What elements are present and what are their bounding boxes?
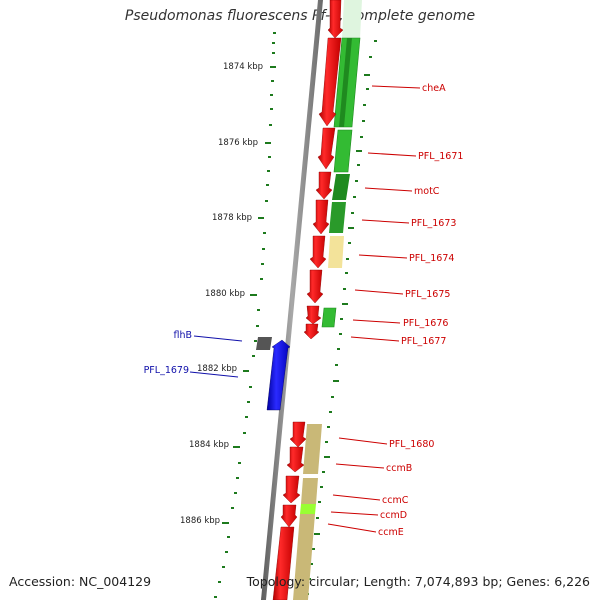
cds-arrow xyxy=(327,0,344,39)
cog-feature xyxy=(301,478,318,504)
scale-label-1886: 1886 kbp xyxy=(180,516,220,526)
gene-label-pfl1680: PFL_1680 xyxy=(389,439,434,450)
genome-summary-text: Topology: circular; Length: 7,074,893 bp… xyxy=(246,574,590,589)
scale-labels: 1874 kbp 1876 kbp 1878 kbp 1880 kbp 1882… xyxy=(180,62,263,526)
gene-labels-right: cheA PFL_1671 motC PFL_1673 PFL_1674 PFL… xyxy=(378,83,463,538)
cds-arrow xyxy=(305,305,322,325)
scale-label-1874: 1874 kbp xyxy=(223,62,263,72)
gene-label-pfl1674: PFL_1674 xyxy=(409,253,454,264)
gene-label-pfl1677: PFL_1677 xyxy=(401,336,446,347)
cds-arrow xyxy=(286,446,305,473)
scale-label-1876: 1876 kbp xyxy=(218,138,258,148)
cog-feature xyxy=(332,174,350,200)
outer-tick-column xyxy=(214,32,276,598)
scale-label-1880: 1880 kbp xyxy=(205,289,245,299)
gene-label-pfl1673: PFL_1673 xyxy=(411,218,456,229)
gene-label-flhb: flhB xyxy=(173,330,192,341)
gene-label-chea: cheA xyxy=(422,83,446,94)
cog-track xyxy=(293,0,362,600)
gene-label-ccmb: ccmB xyxy=(386,463,412,474)
cds-arrow xyxy=(312,199,330,235)
cog-feature xyxy=(339,38,352,127)
cog-feature xyxy=(300,504,316,514)
gene-labels-left: flhB PFL_1679 xyxy=(144,330,192,376)
scale-label-1882: 1882 kbp xyxy=(197,364,237,374)
gene-label-pfl1675: PFL_1675 xyxy=(405,289,450,300)
cds-arrow xyxy=(315,171,333,200)
cog-feature xyxy=(321,307,337,328)
cds-grey xyxy=(256,337,272,350)
cog-feature xyxy=(329,202,346,233)
gene-label-pfl1679: PFL_1679 xyxy=(144,365,189,376)
label-connectors xyxy=(189,85,421,533)
forward-cds-track xyxy=(272,0,344,600)
gene-label-ccmc: ccmC xyxy=(382,495,409,506)
cog-feature xyxy=(342,0,362,38)
cds-arrow xyxy=(272,526,295,600)
map-title: Pseudomonas fluorescens Pf-5, complete g… xyxy=(124,8,476,24)
gene-label-pfl1676: PFL_1676 xyxy=(403,318,448,329)
scale-label-1884: 1884 kbp xyxy=(189,440,229,450)
cds-arrow xyxy=(317,127,336,170)
cds-arrow xyxy=(306,269,324,304)
cds-arrow xyxy=(289,421,307,448)
cds-arrow xyxy=(303,323,320,340)
cog-feature xyxy=(303,424,322,474)
cds-arrow xyxy=(309,235,327,269)
reverse-cds-track xyxy=(256,337,291,411)
cds-arrow-reverse xyxy=(266,339,291,411)
gene-label-ccmd: ccmD xyxy=(380,510,407,521)
gene-label-motc: motC xyxy=(414,186,440,197)
cds-arrow xyxy=(280,504,298,528)
cog-feature xyxy=(328,236,344,268)
scale-label-1878: 1878 kbp xyxy=(212,213,252,223)
cog-feature xyxy=(333,129,353,173)
gene-label-pfl1671: PFL_1671 xyxy=(418,151,463,162)
gene-label-ccme: ccmE xyxy=(378,527,404,538)
cds-arrow xyxy=(282,475,301,504)
cds-arrow xyxy=(318,37,342,127)
cog-feature xyxy=(293,514,315,600)
accession-text: Accession: NC_004129 xyxy=(9,574,152,589)
genome-backbone xyxy=(261,0,323,600)
